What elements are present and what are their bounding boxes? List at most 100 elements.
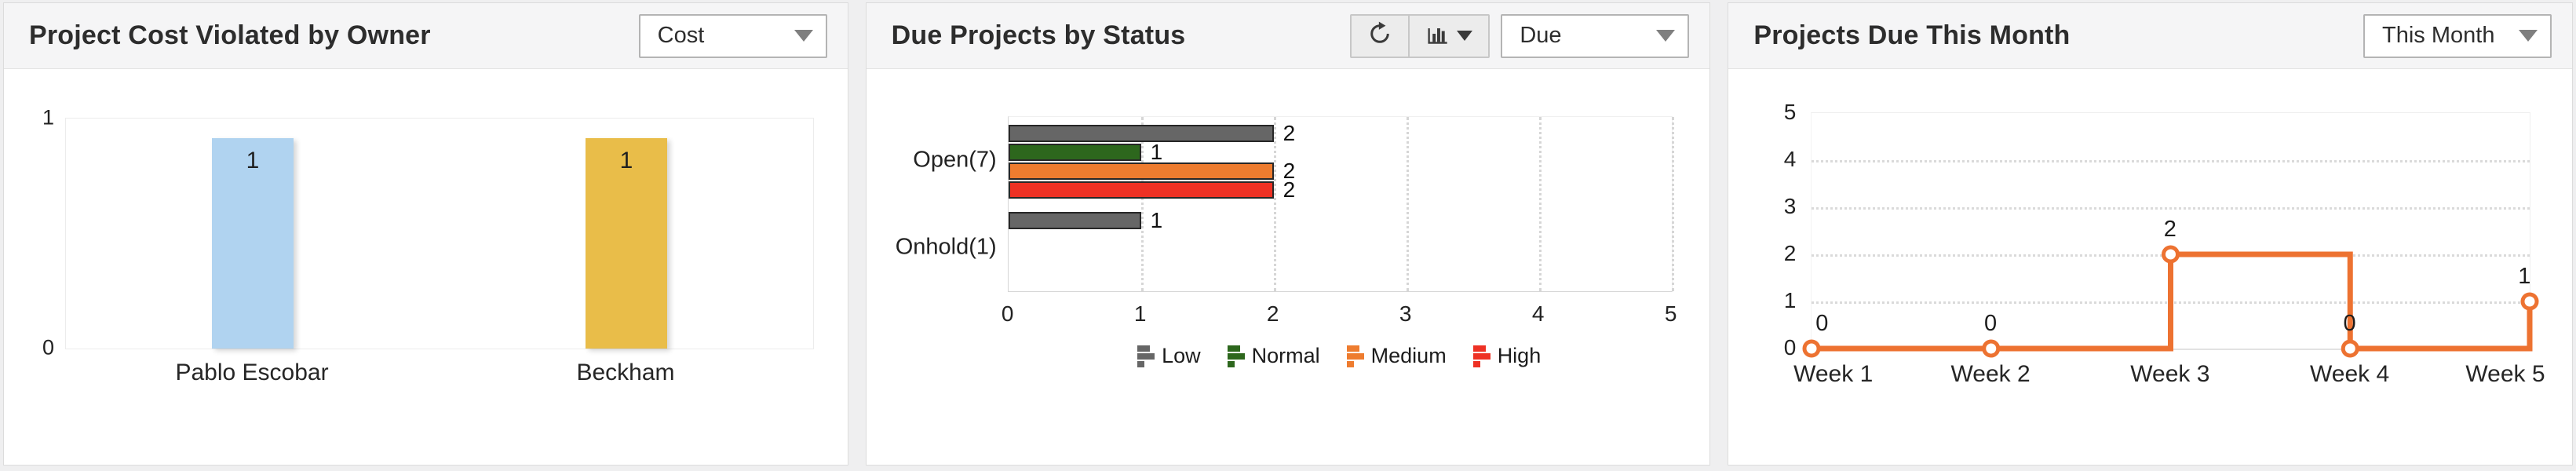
bar-value-label: 1	[1150, 208, 1163, 232]
x-axis-tick: 0	[1001, 301, 1014, 326]
data-point-marker-week-3[interactable]	[2162, 245, 2180, 264]
due-select[interactable]: Due	[1501, 13, 1690, 58]
bar-value-label: 1	[619, 147, 633, 173]
legend-label: High	[1497, 344, 1542, 367]
y-axis-tick: 3	[1783, 194, 1797, 218]
y-axis-tick: 5	[1783, 100, 1797, 124]
y-axis-category-label: Onhold(1)	[895, 234, 997, 259]
gridline	[1273, 117, 1276, 291]
bar-beckham[interactable]: 1	[586, 137, 667, 349]
select-value: Due	[1520, 23, 1562, 48]
legend-item-normal[interactable]: Normal	[1227, 344, 1320, 368]
panel-header: Due Projects by Status	[866, 3, 1710, 69]
step-line-svg	[1802, 245, 2539, 358]
legend-item-high[interactable]: High	[1472, 344, 1542, 368]
gridline	[1671, 117, 1674, 291]
data-point-marker-week-5[interactable]	[2520, 292, 2539, 311]
y-axis-tick: 0	[42, 335, 54, 360]
gridline	[1812, 160, 2530, 162]
period-select[interactable]: This Month	[2363, 13, 2552, 58]
y-axis-category-label: Open(7)	[913, 147, 997, 172]
chevron-down-icon	[1457, 31, 1473, 41]
chevron-down-icon	[794, 30, 813, 42]
x-axis-label: Week 3	[2130, 361, 2210, 387]
y-axis-tick: 1	[42, 105, 54, 130]
data-point-marker-week-2[interactable]	[1982, 339, 2001, 358]
select-value: Cost	[657, 23, 705, 48]
bar-value-label: 2	[1283, 121, 1296, 145]
step-line-chart: 0 1 2 3 4 5 0 Week 1 0 Week 2 2 Week 3 0 Week 4 1 Week …	[1728, 69, 2572, 465]
header-controls: This Month	[2363, 13, 2552, 58]
bar-value-label: 1	[1150, 140, 1163, 164]
panel-title: Projects Due This Month	[1753, 20, 2071, 50]
x-axis-tick: 1	[1133, 301, 1147, 326]
point-value-label: 0	[1815, 311, 1829, 336]
data-point-marker-week-4[interactable]	[2341, 339, 2360, 358]
legend-label: Low	[1162, 344, 1201, 367]
header-controls: Cost	[638, 13, 827, 58]
chevron-down-icon	[1656, 30, 1676, 42]
y-axis-tick: 2	[1783, 241, 1797, 265]
legend: Low Normal Medium High	[1008, 344, 1671, 368]
bar-low-onhold-1[interactable]	[1008, 212, 1141, 229]
x-axis-tick: 5	[1664, 301, 1677, 326]
point-value-label: 1	[2518, 264, 2531, 289]
bar-low-open-7[interactable]	[1008, 125, 1274, 142]
panel-header: Projects Due This Month This Month	[1728, 3, 2573, 69]
cost-select[interactable]: Cost	[638, 13, 827, 58]
y-axis-tick: 4	[1783, 147, 1797, 171]
legend-label: Normal	[1251, 344, 1320, 367]
step-line	[1812, 251, 2533, 352]
x-axis-label: Beckham	[576, 360, 675, 385]
legend-label: Medium	[1370, 344, 1447, 367]
data-point-marker-week-1[interactable]	[1802, 339, 1821, 358]
gridline	[1140, 117, 1144, 291]
horizontal-bar-chart: 2 1 2 2 1 0 1 2 3 4 5 Open(7) Onhold(1) Low Normal Medi…	[867, 69, 1710, 465]
x-axis-label: Week 2	[1950, 361, 2031, 387]
chart-toolbar	[1350, 13, 1491, 58]
chart-type-button[interactable]	[1408, 15, 1488, 57]
refresh-button[interactable]	[1352, 16, 1408, 57]
plot-area	[1802, 112, 2539, 358]
gridline	[1406, 117, 1409, 291]
legend-bar-icon	[1346, 345, 1364, 367]
panel-title: Due Projects by Status	[891, 20, 1186, 50]
panel-header: Project Cost Violated by Owner Cost	[4, 3, 848, 69]
legend-item-medium[interactable]: Medium	[1346, 344, 1447, 368]
category-band-onhold-1: 1	[1008, 204, 1672, 291]
bar-value-label: 2	[1283, 177, 1296, 202]
bar-medium-open-7[interactable]	[1008, 162, 1274, 180]
legend-bar-icon	[1227, 345, 1245, 367]
gridline	[1812, 207, 2530, 210]
vertical-bar-chart: 1 1 1 0 Pablo Escobar Beckham	[4, 69, 848, 465]
point-value-label: 2	[2163, 217, 2176, 242]
x-axis-tick: 4	[1531, 301, 1545, 326]
panel-due-projects-by-status: Due Projects by Status	[865, 2, 1711, 466]
bar-high-open-7[interactable]	[1008, 181, 1274, 199]
bar-pablo-escobar[interactable]: 1	[212, 137, 294, 349]
legend-bar-icon	[1472, 345, 1491, 367]
point-value-label: 0	[2343, 311, 2356, 336]
y-axis-tick: 1	[1783, 288, 1797, 312]
point-value-label: 0	[1984, 311, 1998, 336]
x-axis-tick: 3	[1399, 301, 1412, 326]
legend-item-low[interactable]: Low	[1137, 344, 1201, 368]
x-axis-label: Week 5	[2465, 361, 2545, 387]
column-chart-icon	[1425, 22, 1449, 49]
bar-value-label: 2	[1283, 159, 1296, 183]
chevron-down-icon	[2519, 30, 2538, 42]
y-axis-tick: 0	[1783, 335, 1797, 360]
header-controls: Due	[1350, 13, 1690, 58]
panel-title: Project Cost Violated by Owner	[29, 20, 431, 50]
gridline	[1538, 117, 1542, 291]
x-axis-label: Week 1	[1793, 361, 1874, 387]
refresh-icon	[1367, 21, 1392, 50]
bar-normal-open-7[interactable]	[1008, 144, 1141, 161]
x-axis-tick: 2	[1266, 301, 1279, 326]
